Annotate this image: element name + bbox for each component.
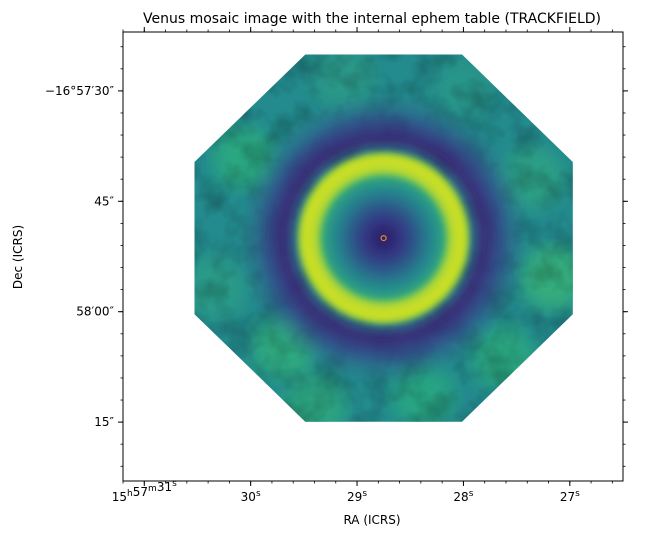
y-tick-label: 45″ bbox=[94, 194, 114, 208]
y-tick-label: −16°57′30″ bbox=[45, 84, 115, 98]
venus-disk bbox=[298, 153, 469, 323]
plot-area bbox=[194, 54, 573, 422]
y-tick-label: 15″ bbox=[94, 415, 114, 429]
x-tick-label: 28s bbox=[453, 489, 473, 504]
bright-limb bbox=[300, 155, 467, 321]
y-axis-label: Dec (ICRS) bbox=[11, 225, 25, 289]
mosaic-image bbox=[194, 54, 573, 422]
y-tick-label: 58′00″ bbox=[76, 305, 114, 319]
chart-title: Venus mosaic image with the internal eph… bbox=[143, 11, 601, 27]
x-tick-label: 29s bbox=[347, 489, 367, 504]
x-tick-label: 27s bbox=[560, 489, 580, 504]
y-axis: −16°57′30″ 45″ 58′00″ 15″ bbox=[45, 46, 628, 467]
center-marker bbox=[380, 234, 387, 242]
axes-frame bbox=[122, 31, 624, 482]
x-tick-label: 15h57m31s bbox=[112, 479, 177, 504]
x-axis: 15h57m31s 30s 29s 28s 27s bbox=[112, 27, 613, 504]
mosaic-footprint bbox=[194, 54, 573, 422]
x-axis-label: RA (ICRS) bbox=[343, 513, 400, 527]
x-tick-label: 30s bbox=[241, 489, 261, 504]
